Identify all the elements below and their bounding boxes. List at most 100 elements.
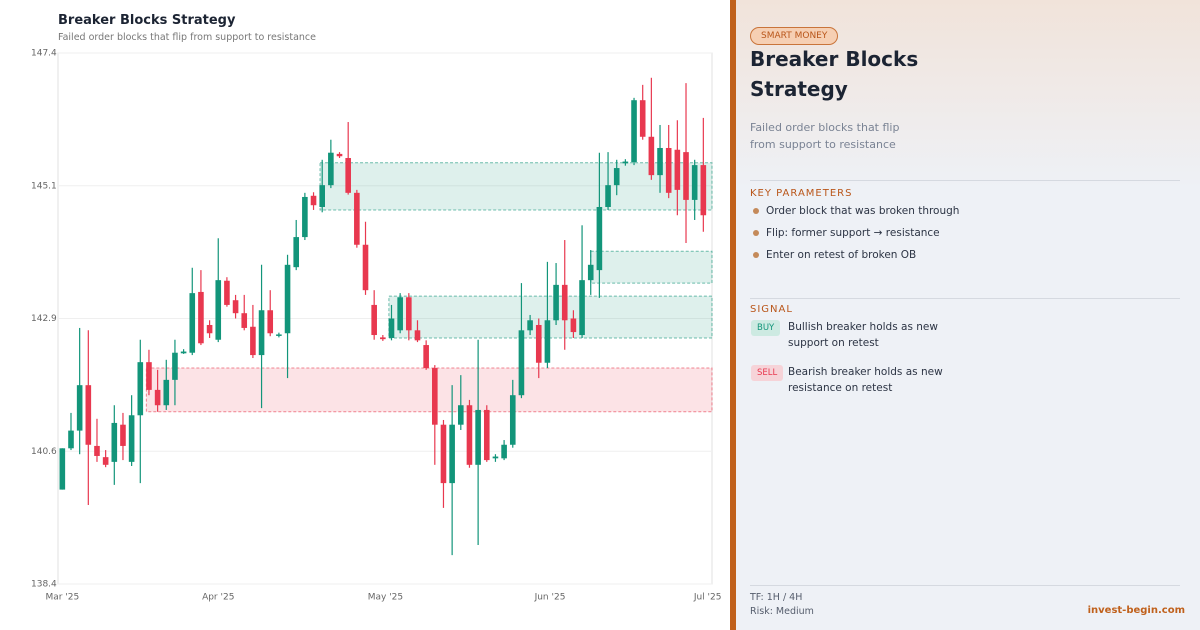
candle-body	[310, 195, 317, 206]
candle-body	[665, 147, 672, 193]
candle-body	[284, 264, 291, 334]
chart-title: Breaker Blocks Strategy	[58, 13, 236, 28]
divider	[750, 180, 1180, 181]
candle-body	[674, 149, 681, 190]
candle-body	[700, 165, 707, 216]
parameter: Order block that was broken through	[766, 205, 960, 217]
candle-body	[691, 165, 698, 200]
candle-body	[206, 324, 213, 334]
candle-body	[657, 147, 663, 176]
candle-body	[354, 192, 360, 245]
timeframe: TF: 1H / 4H	[750, 592, 803, 603]
bullet	[753, 252, 759, 258]
candle-body	[215, 280, 222, 340]
candle-body	[94, 445, 100, 456]
candle-body	[432, 368, 438, 425]
candle-body	[319, 185, 325, 207]
candle-body	[683, 152, 689, 200]
zone	[319, 162, 713, 211]
section-heading: KEY PARAMETERS	[750, 188, 853, 199]
candle-body	[232, 300, 239, 314]
candle-body	[362, 244, 369, 291]
zone	[388, 295, 713, 339]
candle-body	[154, 389, 161, 406]
candle-body	[172, 352, 178, 380]
candle-body	[388, 318, 395, 338]
candle-body	[59, 448, 66, 490]
y-tick-label: 142.9	[31, 314, 57, 324]
x-tick-label: Apr '25	[202, 593, 234, 603]
candle-body	[189, 293, 196, 353]
signal-text: Bullish breaker holds as new support on …	[788, 321, 938, 349]
side-panel: SMART MONEY Breaker Blocks Strategy Fail…	[736, 0, 1200, 630]
candle-body	[293, 237, 300, 268]
candle-body	[302, 196, 308, 238]
candle-body	[180, 351, 187, 354]
candle-body	[570, 318, 577, 333]
candle-body	[128, 415, 135, 462]
candle-body	[561, 284, 568, 321]
panel-title: Breaker Blocks Strategy	[750, 47, 919, 101]
bullet	[753, 230, 759, 236]
divider	[750, 585, 1180, 586]
bullet	[753, 208, 759, 214]
candle-body	[137, 362, 144, 416]
site: invest-begin.com	[1087, 605, 1185, 616]
y-tick-label: 138.4	[31, 580, 57, 590]
parameter: Enter on retest of broken OB	[766, 249, 917, 261]
candle-body	[466, 405, 473, 465]
candle-body	[120, 424, 126, 446]
candle-body	[345, 158, 351, 193]
candle-body	[397, 297, 403, 331]
candle-body	[449, 424, 455, 484]
candle-body	[423, 345, 429, 369]
x-tick-label: Jun '25	[534, 593, 566, 603]
candle-body	[457, 405, 464, 425]
candle-body	[579, 280, 585, 336]
candle-body	[380, 337, 386, 340]
chart-subtitle: Failed order blocks that flip from suppo…	[58, 32, 316, 43]
zone	[145, 367, 713, 413]
candle-body	[406, 297, 412, 331]
y-tick-label: 140.6	[31, 447, 57, 457]
candle-body	[241, 313, 248, 328]
candle-body	[68, 430, 74, 449]
candle-body	[501, 444, 507, 459]
candle-body	[631, 100, 637, 163]
candle-body	[328, 152, 334, 186]
candle-body	[596, 206, 603, 271]
sell-badge: SELL	[751, 365, 784, 381]
x-tick-label: May '25	[368, 593, 403, 603]
candle-body	[527, 320, 533, 331]
candle-body	[622, 161, 629, 164]
candle-body	[648, 136, 655, 176]
candle-body	[85, 385, 92, 445]
candle-body	[613, 168, 620, 186]
candle-body	[371, 304, 377, 336]
x-tick-label: Jul '25	[693, 593, 722, 603]
candle-body	[414, 330, 421, 341]
candle-body	[336, 153, 343, 157]
candle-body	[276, 334, 282, 336]
panel-description: Failed order blocks that flip from suppo…	[750, 121, 900, 151]
candle-body	[483, 409, 490, 461]
candle-body	[518, 330, 525, 396]
risk: Risk: Medium	[750, 606, 814, 617]
buy-badge: BUY	[751, 320, 781, 336]
candle-body	[76, 385, 83, 431]
zone	[590, 250, 713, 284]
y-tick-label: 145.1	[31, 181, 57, 191]
y-tick-label: 147.4	[31, 49, 57, 59]
candle-body	[258, 310, 265, 356]
candle-body	[544, 320, 551, 363]
candle-body	[224, 280, 230, 305]
candle-body	[198, 291, 204, 344]
candle-body	[587, 264, 594, 281]
candle-body	[111, 422, 118, 462]
candle-body	[102, 457, 109, 465]
candle-body	[440, 424, 447, 484]
candle-body	[605, 185, 611, 207]
divider	[750, 298, 1180, 299]
x-tick-label: Mar '25	[45, 593, 79, 603]
candle-body	[267, 310, 274, 334]
